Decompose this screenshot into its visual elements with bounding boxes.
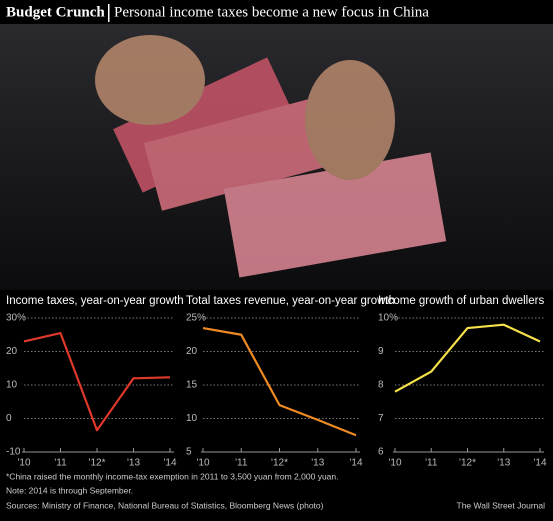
y-tick-label: 8 [378,380,384,391]
chart-title: Income taxes, year-on-year growth [6,295,184,307]
x-tick-label: '14 [533,458,546,469]
x-tick-label: '12* [459,458,476,469]
x-tick-label: '11 [425,458,438,469]
note: Note: 2014 is through September. [6,485,133,495]
y-tick-label: 10% [378,313,398,324]
x-tick-label: '10 [17,458,30,469]
y-tick-label: 30% [6,313,26,324]
chart-title: Total taxes revenue, year-on-year growth [186,295,395,307]
y-tick-label: 9 [378,346,384,357]
y-tick-label: 20 [6,346,18,357]
header-title: Budget Crunch [6,4,105,20]
data-line [394,323,541,393]
sources: Sources: Ministry of Finance, National B… [6,500,324,510]
x-tick-label: '14 [349,458,362,469]
y-tick-label: 5 [186,447,192,458]
x-tick-label: '11 [54,458,67,469]
x-tick-label: '10 [388,458,401,469]
footnote: *China raised the monthly income-tax exe… [6,471,338,481]
x-tick-label: '13 [311,458,324,469]
y-tick-label: 7 [378,413,384,424]
y-tick-label: -10 [6,447,21,458]
data-line [23,331,171,432]
x-tick-label: '13 [497,458,510,469]
data-line [202,326,357,437]
y-tick-label: 10 [6,380,18,391]
x-tick-label: '13 [127,458,140,469]
y-tick-label: 25% [186,313,206,324]
separator [108,4,110,22]
y-tick-label: 15 [186,380,198,391]
credit: The Wall Street Journal [457,500,546,510]
chart-title: Income growth of urban dwellers [378,295,544,307]
y-tick-label: 0 [6,413,12,424]
x-tick-label: '12* [271,458,288,469]
x-tick-label: '11 [235,458,248,469]
y-tick-label: 20 [186,346,198,357]
x-tick-label: '12* [89,458,106,469]
y-tick-label: 10 [186,413,198,424]
photo-banknotes [95,35,447,278]
y-tick-label: 6 [378,447,384,458]
x-tick-label: '10 [196,458,209,469]
x-tick-label: '14 [163,458,176,469]
header-subtitle: Personal income taxes become a new focus… [114,4,429,20]
